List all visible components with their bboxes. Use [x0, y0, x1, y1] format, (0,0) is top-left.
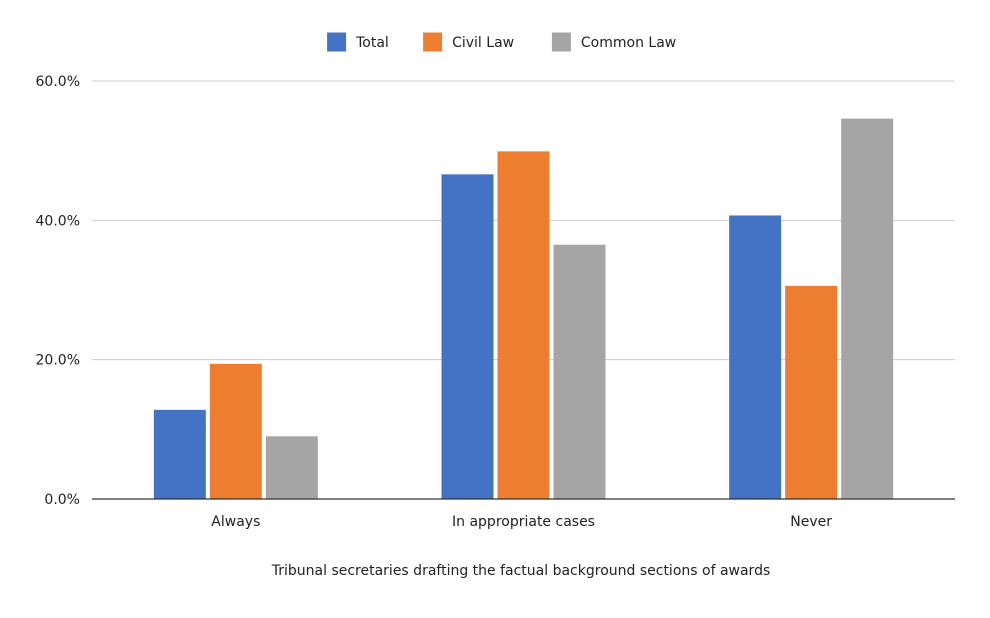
bar-total: [729, 215, 782, 499]
y-axis: 0.0% 20.0% 40.0% 60.0%: [36, 74, 80, 508]
y-tick-label: 40.0%: [36, 213, 80, 229]
bars: [153, 118, 894, 500]
legend-label: Civil Law: [452, 35, 514, 51]
legend-swatch: [551, 32, 571, 52]
bar-total: [153, 409, 206, 499]
x-tick-label: Always: [211, 514, 260, 530]
bar-civil-law: [209, 363, 262, 499]
y-tick-label: 60.0%: [36, 74, 80, 90]
bar-total: [441, 174, 494, 499]
bar-common-law: [553, 244, 606, 499]
legend-swatch: [423, 32, 443, 52]
y-tick-label: 20.0%: [36, 353, 80, 369]
x-axis: Always In appropriate cases Never: [211, 514, 832, 530]
bar-civil-law: [785, 285, 838, 499]
bar-common-law: [265, 436, 318, 499]
legend-label: Common Law: [581, 35, 676, 51]
x-axis-title: Tribunal secretaries drafting the factua…: [271, 563, 771, 579]
x-tick-label: Never: [790, 514, 832, 530]
legend-swatch: [327, 32, 347, 52]
x-tick-label: In appropriate cases: [452, 514, 595, 530]
bar-common-law: [841, 118, 894, 500]
y-tick-label: 0.0%: [44, 492, 80, 508]
legend-label: Total: [355, 35, 389, 51]
legend: Total Civil Law Common Law: [327, 32, 676, 52]
bar-civil-law: [497, 151, 550, 499]
